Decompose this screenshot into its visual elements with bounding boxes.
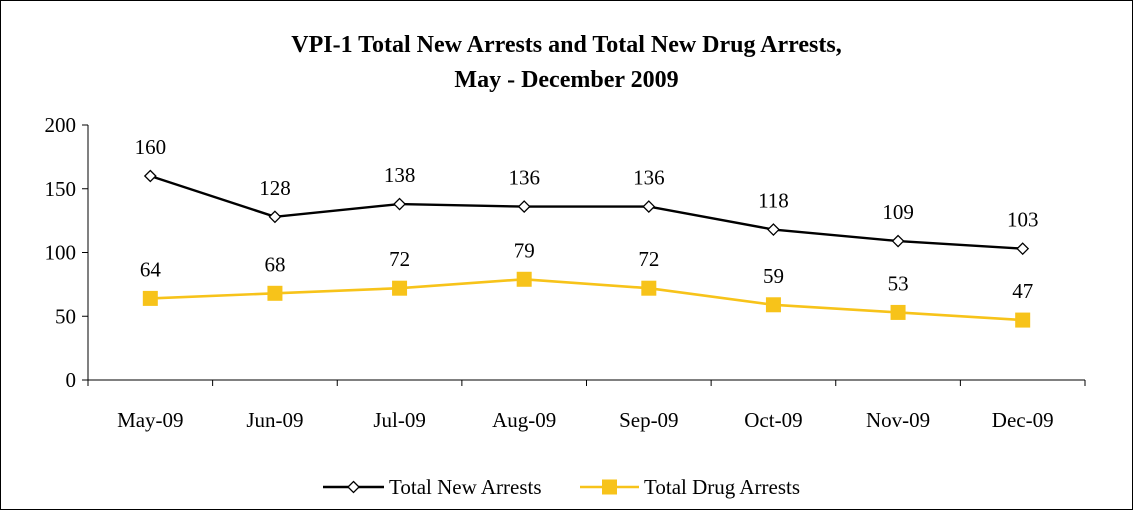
x-tick-label: Sep-09 — [619, 408, 679, 432]
data-label-total-drug-arrests: 59 — [763, 264, 784, 288]
y-tick-label: 200 — [45, 113, 77, 137]
x-tick-label: Aug-09 — [492, 408, 556, 432]
legend-label-total-new-arrests: Total New Arrests — [389, 475, 542, 499]
data-label-total-drug-arrests: 72 — [389, 247, 410, 271]
x-tick-label: Nov-09 — [866, 408, 930, 432]
x-tick-label: Jun-09 — [246, 408, 303, 432]
x-tick-label: Dec-09 — [992, 408, 1054, 432]
data-point-total-drug-arrests — [392, 280, 408, 296]
data-label-total-new-arrests: 128 — [259, 176, 291, 200]
legend-marker-total-drug-arrests — [602, 479, 617, 495]
data-label-total-new-arrests: 103 — [1007, 208, 1039, 232]
data-label-total-new-arrests: 160 — [135, 135, 167, 159]
data-point-total-new-arrests — [517, 200, 531, 214]
data-label-total-drug-arrests: 53 — [888, 271, 909, 295]
data-point-total-new-arrests — [1016, 242, 1030, 256]
legend-label-total-drug-arrests: Total Drug Arrests — [644, 475, 800, 499]
chart-title-line-1: VPI-1 Total New Arrests and Total New Dr… — [291, 32, 842, 58]
chart-title-line-2: May - December 2009 — [454, 67, 679, 93]
series-line-total-drug-arrests — [150, 277, 1023, 322]
data-label-total-new-arrests: 136 — [633, 166, 665, 190]
data-point-total-new-arrests — [767, 223, 780, 236]
x-tick-label: Jul-09 — [373, 408, 426, 432]
data-label-total-new-arrests: 109 — [882, 200, 914, 224]
legend-marker-total-new-arrests — [347, 480, 360, 494]
y-tick-label: 0 — [66, 368, 77, 392]
data-label-total-drug-arrests: 79 — [514, 238, 535, 262]
data-point-total-new-arrests — [268, 210, 282, 224]
data-point-total-new-arrests — [143, 169, 157, 183]
x-tick-label: Oct-09 — [744, 408, 802, 432]
y-tick-label: 50 — [55, 304, 76, 328]
chart-title: VPI-1 Total New Arrests and Total New Dr… — [0, 28, 1133, 98]
data-point-total-drug-arrests — [142, 290, 158, 306]
data-label-total-drug-arrests: 72 — [638, 247, 659, 271]
data-point-total-drug-arrests — [1015, 312, 1031, 328]
data-point-total-drug-arrests — [641, 280, 657, 296]
data-point-total-new-arrests — [891, 234, 905, 248]
x-tick-label: May-09 — [117, 408, 184, 432]
data-point-total-drug-arrests — [890, 304, 906, 320]
data-point-total-new-arrests — [393, 197, 406, 211]
y-tick-label: 150 — [45, 177, 77, 201]
data-point-total-drug-arrests — [516, 271, 532, 287]
data-label-total-new-arrests: 118 — [758, 189, 789, 213]
data-label-total-new-arrests: 138 — [384, 163, 416, 187]
series-line-total-new-arrests — [149, 174, 1023, 250]
data-label-total-new-arrests: 136 — [508, 166, 540, 190]
y-tick-label: 100 — [45, 241, 77, 265]
data-point-total-drug-arrests — [267, 285, 283, 301]
data-point-total-new-arrests — [642, 200, 656, 214]
data-label-total-drug-arrests: 64 — [140, 257, 162, 281]
data-label-total-drug-arrests: 47 — [1012, 279, 1033, 303]
data-point-total-drug-arrests — [765, 297, 781, 313]
data-label-total-drug-arrests: 68 — [264, 252, 285, 276]
